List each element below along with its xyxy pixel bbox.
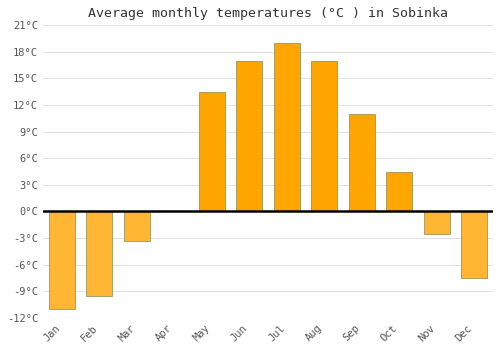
Bar: [124, 211, 150, 241]
Bar: [348, 114, 375, 211]
Title: Average monthly temperatures (°C ) in Sobinka: Average monthly temperatures (°C ) in So…: [88, 7, 448, 20]
Bar: [48, 211, 75, 309]
Bar: [86, 211, 113, 296]
Bar: [424, 211, 450, 234]
Bar: [386, 172, 412, 211]
Bar: [236, 61, 262, 211]
Bar: [198, 92, 225, 211]
Bar: [461, 211, 487, 278]
Bar: [274, 43, 300, 211]
Bar: [311, 61, 338, 211]
